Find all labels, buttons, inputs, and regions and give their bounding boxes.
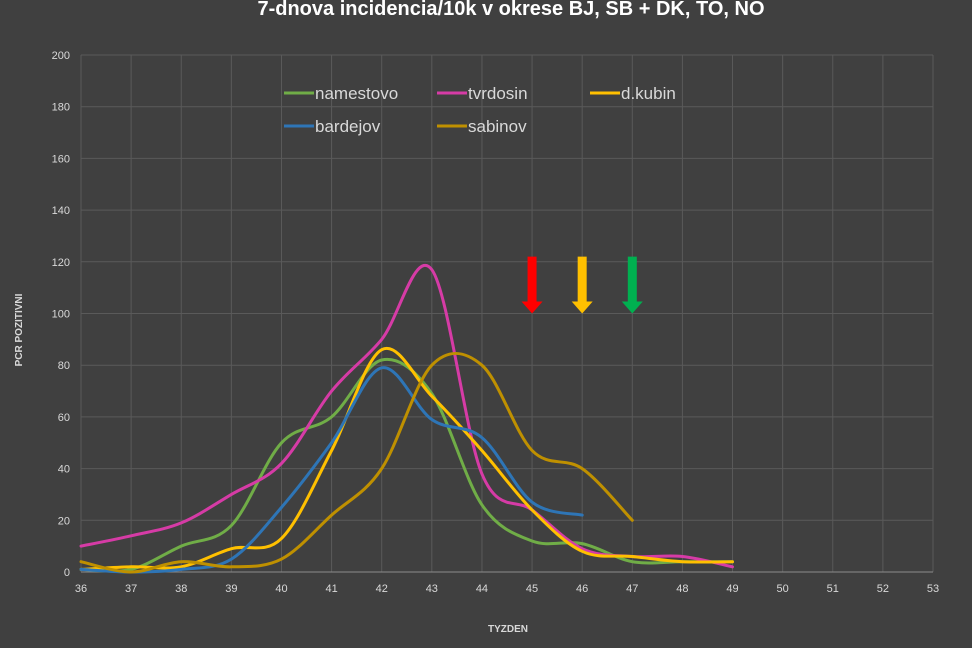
y-tick-label: 20 <box>58 515 70 527</box>
legend-item: d.kubin <box>590 84 676 103</box>
x-tick-label: 44 <box>476 583 488 595</box>
x-tick-label: 47 <box>626 583 638 595</box>
x-tick-label: 45 <box>526 583 538 595</box>
legend-label: sabinov <box>468 117 527 136</box>
x-tick-label: 36 <box>75 583 87 595</box>
y-tick-label: 120 <box>52 257 70 269</box>
x-tick-label: 49 <box>726 583 738 595</box>
y-tick-label: 40 <box>58 464 70 476</box>
y-tick-label: 100 <box>52 309 70 321</box>
y-tick-label: 160 <box>52 153 70 165</box>
down-arrow-icon <box>621 256 643 314</box>
x-tick-label: 38 <box>175 583 187 595</box>
legend-item: namestovo <box>284 84 398 103</box>
y-tick-label: 60 <box>58 412 70 424</box>
legend-item: bardejov <box>284 117 381 136</box>
x-tick-label: 48 <box>676 583 688 595</box>
series-line-sabinov <box>79 351 634 574</box>
x-tick-label: 50 <box>777 583 789 595</box>
axes: 0 20 40 60 80 100 120 140 160 180 200 36 37 38 39 40 41 4… <box>52 50 939 595</box>
y-tick-label: 140 <box>52 205 70 217</box>
legend-item: tvrdosin <box>437 84 528 103</box>
arrow-annotations <box>521 256 643 314</box>
down-arrow-icon <box>571 256 593 314</box>
x-tick-label: 43 <box>426 583 438 595</box>
legend-label: tvrdosin <box>468 84 528 103</box>
legend-label: d.kubin <box>621 84 676 103</box>
chart-title: 7-dnova incidencia/10k v okrese BJ, SB +… <box>257 0 764 20</box>
series-lines <box>79 264 734 574</box>
legend-label: bardejov <box>315 117 381 136</box>
x-tick-label: 41 <box>325 583 337 595</box>
y-tick-label: 0 <box>64 567 70 579</box>
x-tick-label: 42 <box>376 583 388 595</box>
x-tick-label: 40 <box>275 583 287 595</box>
down-arrow-icon <box>521 256 543 314</box>
x-axis-label: TYZDEN <box>488 624 528 635</box>
y-tick-label: 180 <box>52 102 70 114</box>
legend-item: sabinov <box>437 117 527 136</box>
y-axis-label: PCR POZITIVNI <box>14 293 25 366</box>
series-line-bardejov <box>79 366 584 574</box>
y-tick-label: 200 <box>52 50 70 62</box>
x-tick-label: 52 <box>877 583 889 595</box>
legend-label: namestovo <box>315 84 398 103</box>
x-tick-label: 37 <box>125 583 137 595</box>
x-tick-label: 39 <box>225 583 237 595</box>
legend: namestovo tvrdosin d.kubin bardejov sabinov <box>284 84 676 136</box>
y-tick-label: 80 <box>58 360 70 372</box>
x-tick-label: 53 <box>927 583 939 595</box>
x-tick-label: 46 <box>576 583 588 595</box>
x-tick-label: 51 <box>827 583 839 595</box>
